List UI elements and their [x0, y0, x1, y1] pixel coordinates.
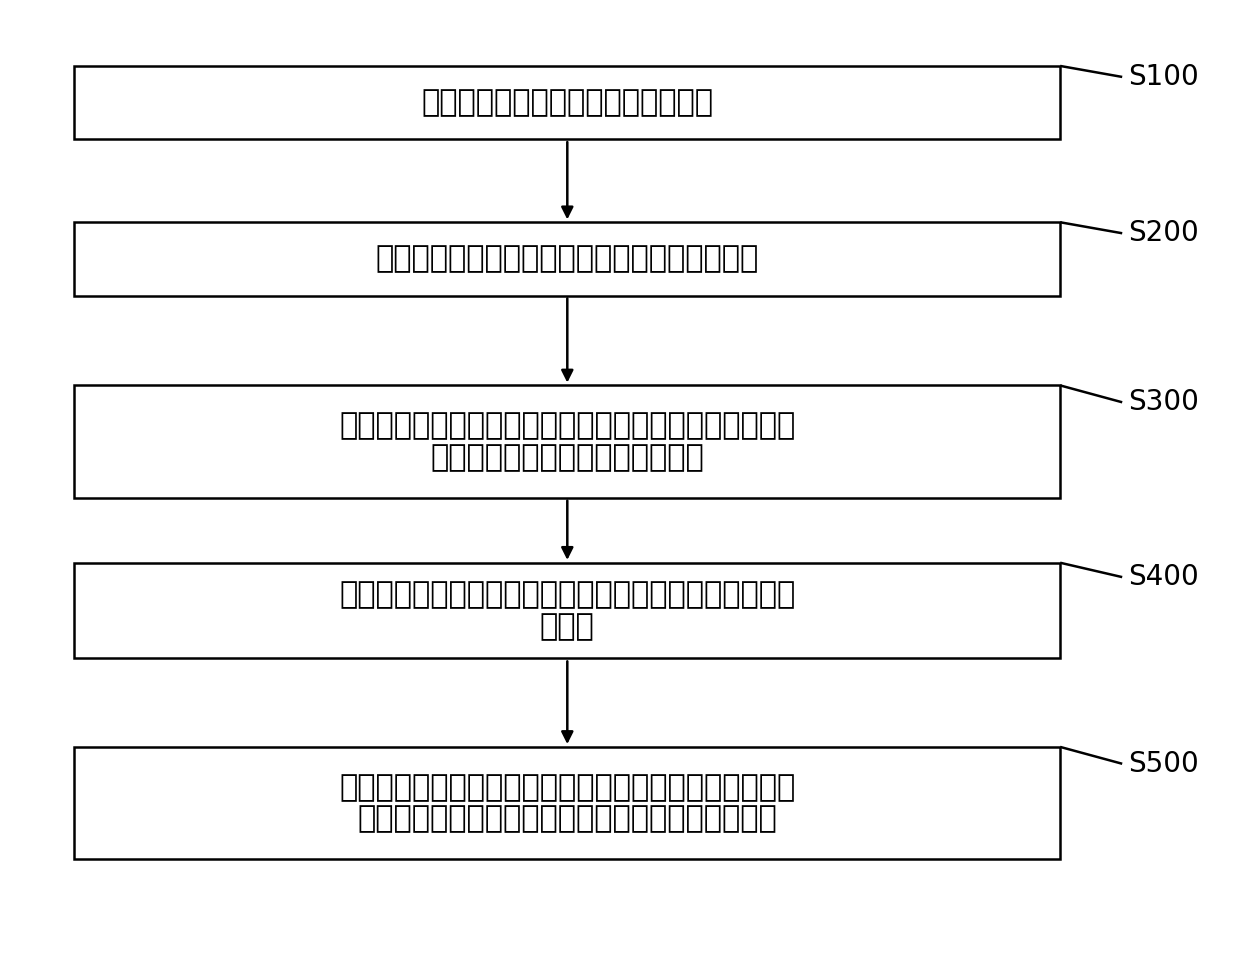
Text: 获取观测者观看显示屏时的脸部图像: 获取观测者观看显示屏时的脸部图像 — [422, 88, 713, 117]
Bar — [74, 223, 1060, 295]
Text: 信参数: 信参数 — [539, 612, 595, 641]
Bar — [74, 66, 1060, 139]
Text: S100: S100 — [1128, 63, 1199, 91]
Text: 迭代计算，获得驾驶员的头部姿态: 迭代计算，获得驾驶员的头部姿态 — [430, 443, 704, 472]
Text: 从脸部图像中提取脸部区域和眼部区域的特征点: 从脸部图像中提取脸部区域和眼部区域的特征点 — [376, 244, 759, 274]
Bar — [74, 385, 1060, 497]
Text: 示屏的距离，确定观测者的视线在显示屏的落点位置: 示屏的距离，确定观测者的视线在显示屏的落点位置 — [357, 804, 777, 833]
Text: S200: S200 — [1128, 219, 1199, 247]
Text: S400: S400 — [1128, 563, 1199, 591]
Bar — [74, 563, 1060, 658]
Text: 跟踪脸部图像的初始图片序列，对脸部区域的特征点进行: 跟踪脸部图像的初始图片序列，对脸部区域的特征点进行 — [340, 411, 795, 441]
Bar — [74, 746, 1060, 860]
Text: 根据头部姿态、视线角度和视线置信参数以及观测者到显: 根据头部姿态、视线角度和视线置信参数以及观测者到显 — [340, 773, 795, 802]
Text: S500: S500 — [1128, 749, 1199, 778]
Text: 根据眼部区域的特征点，确定观测者的视线角度和视线置: 根据眼部区域的特征点，确定观测者的视线角度和视线置 — [340, 580, 795, 610]
Text: S300: S300 — [1128, 388, 1199, 416]
